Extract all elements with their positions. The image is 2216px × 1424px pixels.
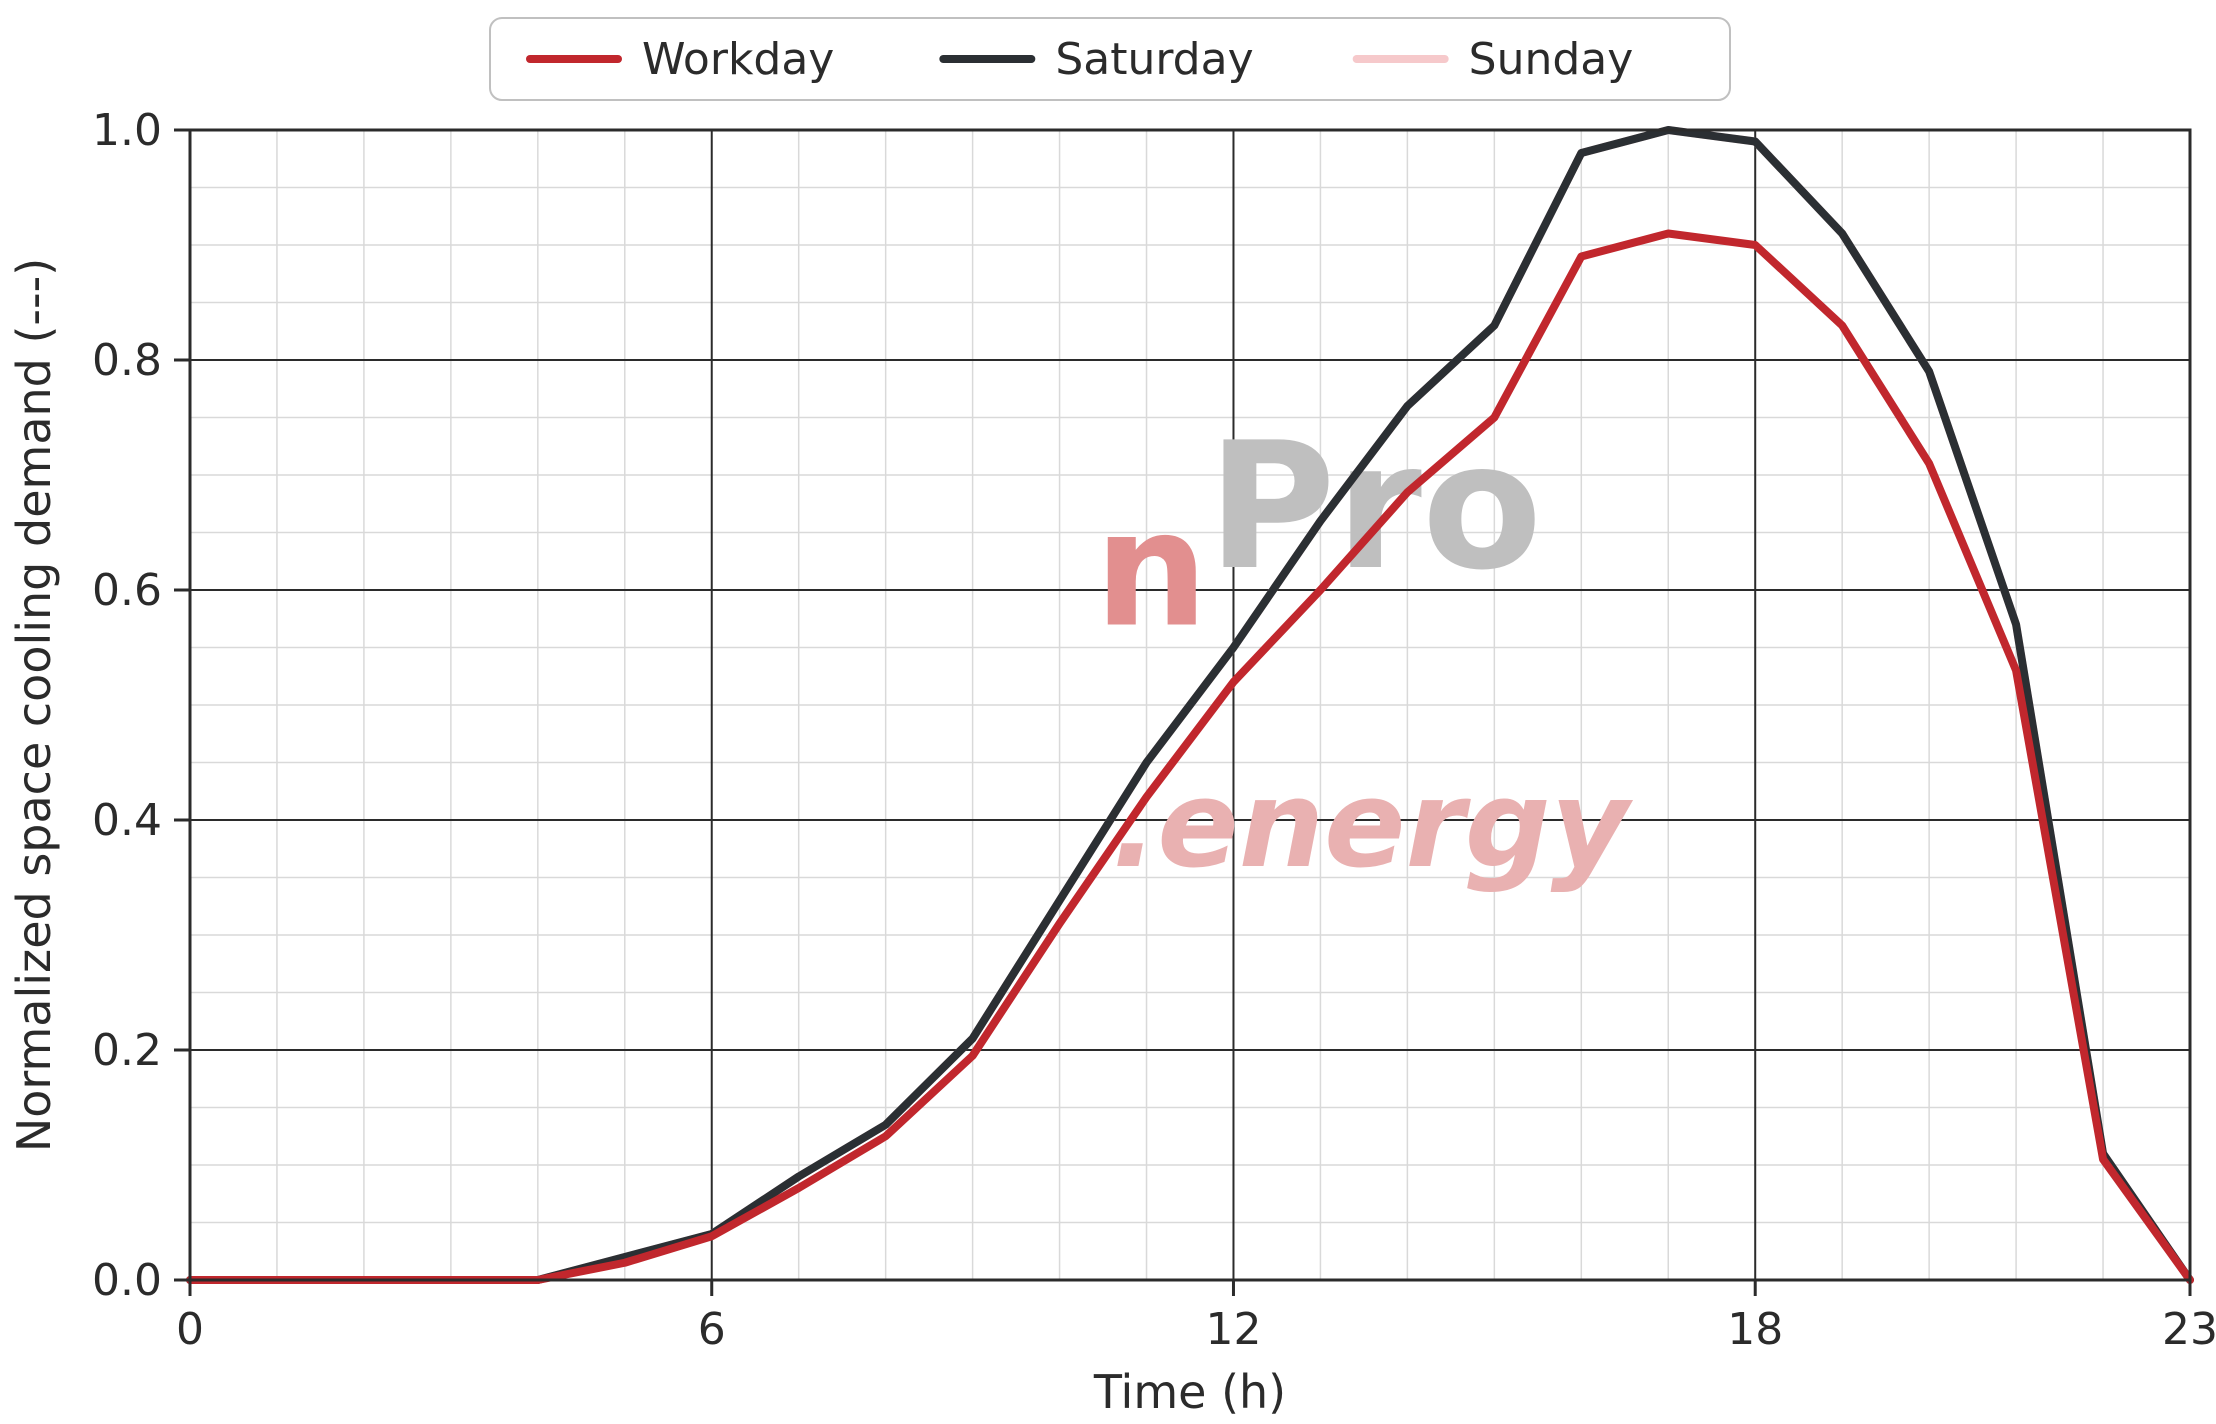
x-tick-label: 0: [176, 1304, 204, 1355]
y-tick-label: 0.4: [92, 795, 162, 846]
x-axis-label: Time (h): [1093, 1365, 1286, 1419]
y-tick-label: 0.0: [92, 1255, 162, 1306]
legend: Workday Saturday Sunday: [490, 18, 1730, 100]
legend-label: Workday: [642, 34, 834, 85]
legend-label: Saturday: [1055, 34, 1253, 85]
watermark-text: .energy: [1112, 756, 1634, 895]
chart-svg: nPro .energy 0 6 12 18 23 0.0 0.2 0.4 0.6 0.8 1.0 Tim…: [0, 0, 2216, 1424]
watermark-text: n: [1094, 476, 1208, 663]
watermark-text: Pro: [1207, 406, 1542, 609]
y-tick-label: 1.0: [92, 105, 162, 156]
y-tick-label: 0.2: [92, 1025, 162, 1076]
x-tick-label: 6: [698, 1304, 726, 1355]
x-tick-label: 23: [2162, 1304, 2216, 1355]
y-tick-label: 0.8: [92, 335, 162, 386]
x-tick-label: 12: [1205, 1304, 1261, 1355]
y-tick-label: 0.6: [92, 565, 162, 616]
y-axis-label: Normalized space cooling demand (---): [7, 258, 61, 1152]
chart-container: nPro .energy 0 6 12 18 23 0.0 0.2 0.4 0.6 0.8 1.0 Tim…: [0, 0, 2216, 1424]
legend-label: Sunday: [1469, 34, 1634, 85]
x-tick-label: 18: [1727, 1304, 1783, 1355]
